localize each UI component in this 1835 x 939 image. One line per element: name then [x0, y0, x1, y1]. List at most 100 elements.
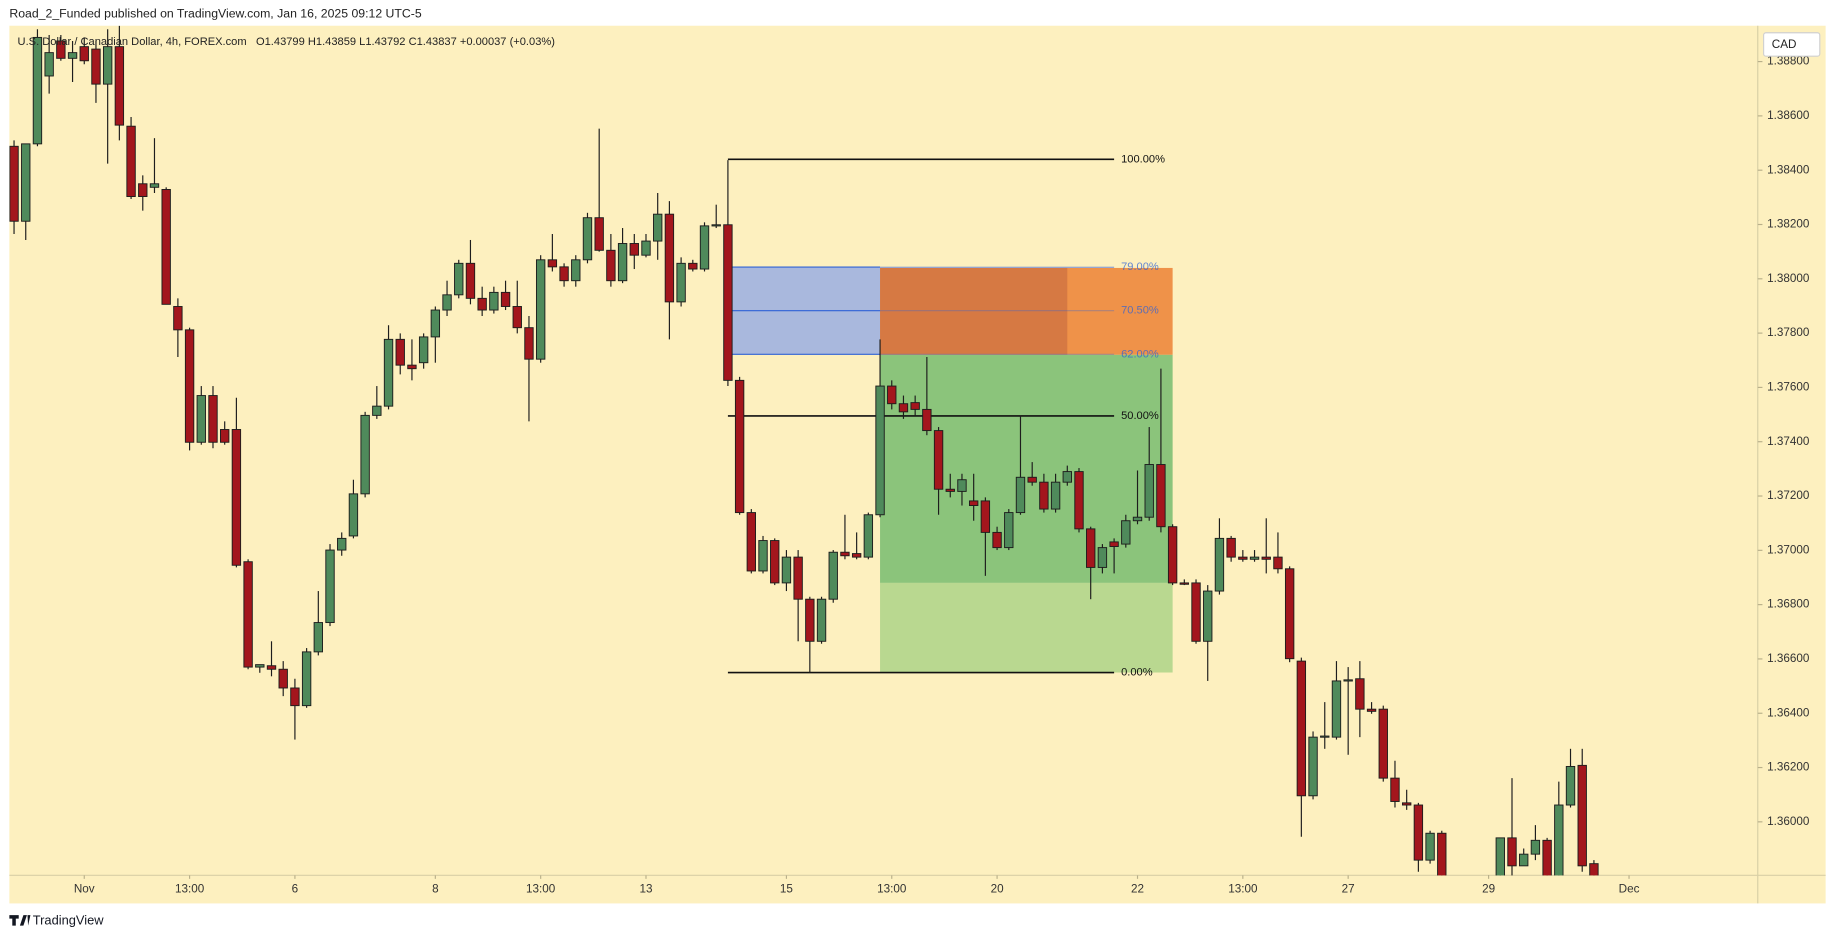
y-tick-label: 1.37000 [1767, 543, 1810, 556]
candle-body-up [430, 309, 441, 338]
candle-body-down [922, 408, 932, 432]
candle-body-down [395, 338, 405, 366]
candle-body-down [688, 262, 698, 270]
candle-body-up [699, 225, 710, 270]
candle-body-up [535, 259, 546, 360]
candle-body-down [968, 500, 979, 506]
candle-body-down [126, 125, 136, 198]
candle-body-down [851, 553, 862, 558]
candle-body-down [898, 403, 909, 413]
candle-body-up [1015, 476, 1026, 514]
candle-body-down [664, 213, 675, 303]
candle-body-down [770, 540, 780, 584]
candle-body-down [1507, 837, 1517, 867]
y-tick-label: 1.38600 [1767, 109, 1810, 122]
candle-body-down [992, 531, 1002, 549]
candle-body-down [138, 183, 148, 198]
candle-body-up [454, 262, 464, 296]
candle-body-up [337, 537, 347, 551]
y-tick-label: 1.38200 [1767, 218, 1810, 231]
x-tick-label: 22 [1131, 882, 1144, 895]
candle-body-up [1050, 481, 1061, 510]
candle-body-down [559, 266, 569, 282]
candle-body-down [243, 561, 253, 668]
candle-body-down [1413, 804, 1424, 861]
stop-zone-shade [880, 267, 1068, 355]
candle-body-down [79, 46, 89, 62]
open-profit-zone [880, 582, 1173, 673]
candle-body-down [1390, 777, 1400, 802]
ohlc-legend: O1.43799 H1.43859 L1.43792 C1.43837 +0.0… [256, 36, 555, 48]
x-tick-label: 13:00 [175, 882, 205, 895]
candle-body-up [1214, 537, 1225, 592]
candle-body-down [184, 329, 195, 443]
candle-body-down [723, 224, 733, 381]
candle-body-up [1519, 853, 1529, 867]
candle-body-up [149, 183, 160, 188]
candle-body-up [571, 259, 581, 282]
currency-label[interactable]: CAD [1772, 38, 1797, 51]
candle-body-down [945, 488, 955, 492]
candle-body-down [1296, 660, 1307, 797]
candle-body-down [980, 500, 991, 533]
brand-text: TradingView [33, 912, 104, 927]
logo-mark [9, 915, 31, 926]
candle-body-down [594, 217, 604, 251]
y-tick-label: 1.38800 [1767, 55, 1810, 68]
axes: 1.38800 1.38600 1.38400 1.38200 1.38000 1.378… [74, 55, 1810, 896]
candle-body-down [1074, 471, 1084, 530]
candle-body-up [582, 217, 593, 261]
candle-body-up [1203, 590, 1213, 642]
y-tick-label: 1.36800 [1767, 598, 1810, 611]
x-tick-label: 20 [991, 882, 1005, 895]
candle-body-up [1320, 735, 1330, 738]
candle-body-down [933, 430, 944, 490]
candle-body-up [1097, 547, 1108, 568]
candle-body-down [500, 291, 511, 307]
candle-body-down [1039, 481, 1049, 510]
candle-body-down [114, 46, 125, 126]
candle-body-down [524, 327, 534, 360]
x-tick-label: 29 [1482, 882, 1495, 895]
x-tick-label: 13:00 [526, 882, 556, 895]
candle-body-up [676, 262, 686, 303]
candle-body-down [56, 40, 66, 59]
candle-body-down [1191, 582, 1201, 642]
x-tick-label: 15 [780, 882, 794, 895]
candle-body-down [278, 668, 288, 689]
candle-body-up [255, 664, 265, 668]
candle-body-up [781, 556, 792, 584]
candle-body-down [887, 385, 897, 405]
candle-body-down [1179, 582, 1190, 585]
x-tick-label: Dec [1619, 882, 1640, 895]
y-tick-label: 1.38000 [1767, 272, 1810, 285]
y-tick-label: 1.37200 [1767, 489, 1810, 502]
candle-body-down [1366, 708, 1377, 712]
fib-level-label: 70.50% [1121, 305, 1159, 317]
candle-body-down [231, 429, 242, 566]
candle-body-up [21, 143, 31, 222]
x-tick-label: 6 [292, 882, 299, 895]
x-tick-label: 13:00 [1228, 882, 1258, 895]
fib-level-label: 62.00% [1121, 348, 1159, 360]
candle-body-down [1355, 678, 1365, 710]
stop-zone [880, 267, 1173, 355]
candle-body-up [617, 243, 628, 282]
candle-body-up [44, 52, 54, 77]
candle-body-up [442, 294, 452, 311]
candle-body-down [407, 364, 417, 370]
candle-body-up [1121, 520, 1131, 545]
candle-body-down [629, 243, 639, 256]
candle-body-up [1343, 679, 1353, 682]
fib-level-label: 0.00% [1121, 666, 1153, 678]
candle-body-down [1284, 568, 1295, 660]
candle-body-up [711, 224, 721, 227]
candle-body-up [758, 540, 768, 572]
candle-body-up [828, 551, 838, 600]
currency-box[interactable] [1763, 32, 1821, 57]
candle-body-up [1425, 832, 1435, 861]
candle-body-down [1273, 556, 1283, 570]
candle-body-down [1027, 476, 1037, 483]
candle-body-up [489, 291, 499, 311]
